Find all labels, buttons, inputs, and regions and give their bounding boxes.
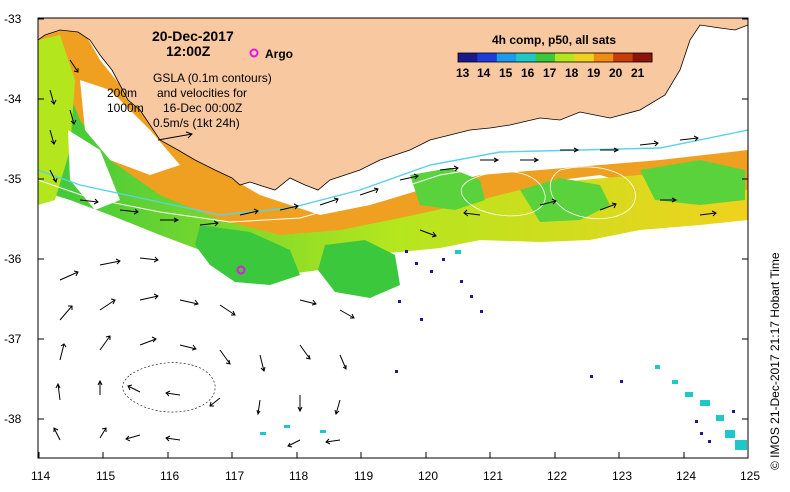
lon-tick: 124 xyxy=(676,469,696,483)
gsla-line-2: and velocities for xyxy=(157,86,247,100)
lon-tick: 125 xyxy=(740,469,760,483)
map-date: 20-Dec-2017 xyxy=(152,28,234,44)
colorbar-tick: 15 xyxy=(499,66,513,80)
sst-warm-band xyxy=(38,25,748,250)
cyan-pixels xyxy=(260,250,747,450)
colorbar-swatch xyxy=(593,53,614,62)
scale-arrow xyxy=(157,131,193,141)
lon-tick: 116 xyxy=(160,469,179,483)
colorbar-swatch xyxy=(458,53,478,62)
lon-tick: 115 xyxy=(96,469,115,483)
colorbar-tick: 17 xyxy=(543,66,557,80)
argo-legend-marker xyxy=(249,48,259,58)
gsla-contour-3 xyxy=(122,362,216,413)
plot-area xyxy=(38,18,748,458)
lon-tick: 118 xyxy=(289,469,308,483)
lon-tick: 122 xyxy=(547,469,567,483)
lat-tick-marks xyxy=(38,18,748,420)
colorbar-swatch xyxy=(496,53,517,62)
cloud-patch xyxy=(80,80,180,175)
gsla-line-4: 0.5m/s (1kt 24h) xyxy=(153,116,240,130)
lat-tick: -38 xyxy=(4,412,22,426)
lat-tick: -37 xyxy=(4,332,22,346)
colorbar-tick: 20 xyxy=(609,66,623,80)
colorbar-swatch xyxy=(477,53,498,62)
colorbar-swatch xyxy=(613,53,634,62)
cold-pixels xyxy=(395,250,735,443)
colorbar-tick: 16 xyxy=(521,66,535,80)
sst-green-eddy-5 xyxy=(640,160,745,205)
sst-west-green xyxy=(38,35,75,205)
colorbar-swatch xyxy=(516,53,537,62)
colorbar-swatches xyxy=(458,53,653,62)
colorbar-tick: 14 xyxy=(477,66,491,80)
lon-tick: 119 xyxy=(354,469,373,483)
sst-green-eddy-1 xyxy=(195,225,300,285)
colorbar-swatch xyxy=(632,53,653,62)
sst-green-eddy-2 xyxy=(318,240,400,298)
colorbar-tick: 21 xyxy=(631,66,645,80)
isobath-1000m xyxy=(38,139,748,223)
gsla-line-1: GSLA (0.1m contours) xyxy=(153,71,272,85)
lon-tick: 123 xyxy=(612,469,632,483)
cloud-patch-2 xyxy=(68,130,120,210)
contour-label-200m: 200m xyxy=(107,86,137,100)
lon-axis: 114 115 116 117 118 119 120 121 122 123 … xyxy=(31,469,760,483)
lon-tick-marks xyxy=(38,452,749,458)
colorbar-title: 4h comp, p50, all sats xyxy=(492,33,616,47)
colorbar-ticks: 13 14 15 16 17 18 19 20 21 xyxy=(456,66,645,80)
plot-frame xyxy=(37,17,749,459)
map-time: 12:00Z xyxy=(166,43,211,59)
sst-green-eddy-4 xyxy=(520,178,610,222)
argo-legend: Argo xyxy=(249,47,293,61)
velocity-arrows xyxy=(49,59,717,448)
lat-axis: -33 -34 -35 -36 -37 -38 xyxy=(4,12,22,426)
imos-credit: © IMOS 21-Dec-2017 21:17 Hobart Time xyxy=(768,252,782,470)
gsla-line-3: 16-Dec 00:00Z xyxy=(163,101,242,115)
gsla-contour-2 xyxy=(550,166,636,220)
lon-tick: 114 xyxy=(31,469,50,483)
isobath-200m xyxy=(38,129,748,216)
colorbar-legend: 4h comp, p50, all sats 13 14 15 16 17 18… xyxy=(456,33,653,80)
lon-tick: 120 xyxy=(418,469,438,483)
colorbar-tick: 13 xyxy=(456,66,470,80)
argo-float-marker xyxy=(236,265,246,275)
contour-label-1000m: 1000m xyxy=(107,101,144,115)
colorbar-frame xyxy=(457,52,653,63)
colorbar-swatch xyxy=(555,53,575,62)
colorbar-tick: 18 xyxy=(565,66,579,80)
gsla-contour-1 xyxy=(460,171,546,217)
lon-tick: 121 xyxy=(483,469,503,483)
lat-tick: -36 xyxy=(4,252,22,266)
lat-tick: -34 xyxy=(4,92,22,106)
colorbar-swatch xyxy=(574,53,595,62)
colorbar-swatch xyxy=(535,53,556,62)
lat-tick: -35 xyxy=(4,172,22,186)
colorbar-tick: 19 xyxy=(587,66,601,80)
argo-label: Argo xyxy=(265,47,293,61)
lon-tick: 117 xyxy=(225,469,244,483)
lat-tick: -33 xyxy=(4,12,22,26)
